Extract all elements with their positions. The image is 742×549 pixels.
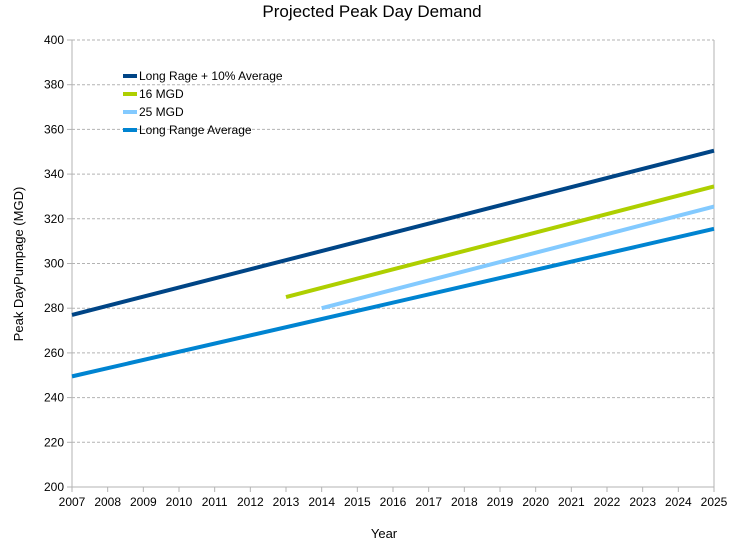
- y-tick-label: 300: [44, 257, 64, 271]
- series-line-3: [71, 226, 715, 379]
- x-tick-label: 2007: [59, 495, 86, 509]
- x-tick-label: 2013: [273, 495, 300, 509]
- y-tick-label: 200: [44, 480, 64, 494]
- series-lines: [71, 148, 715, 379]
- y-tick-label: 280: [44, 301, 64, 315]
- x-tick-label: 2009: [130, 495, 157, 509]
- y-axis-ticks: 200 220 240 260 280 300 320 340 360 380 400: [44, 33, 72, 494]
- x-tick-label: 2014: [308, 495, 335, 509]
- legend-label-1: 16 MGD: [139, 87, 184, 101]
- series-line-1: [285, 184, 715, 299]
- x-tick-label: 2021: [558, 495, 585, 509]
- x-tick-label: 2020: [522, 495, 549, 509]
- x-tick-label: 2025: [701, 495, 728, 509]
- x-tick-label: 2017: [415, 495, 442, 509]
- x-tick-label: 2015: [344, 495, 371, 509]
- x-tick-label: 2019: [487, 495, 514, 509]
- x-tick-label: 2024: [665, 495, 692, 509]
- y-tick-label: 320: [44, 212, 64, 226]
- x-tick-label: 2022: [594, 495, 621, 509]
- y-tick-label: 380: [44, 78, 64, 92]
- legend-label-3: Long Range Average: [139, 123, 252, 137]
- x-axis-ticks: 2007 2008 2009 2010 2011 2012 2013 2014 2015 2016…: [59, 487, 728, 509]
- grid: [71, 39, 715, 488]
- x-tick-label: 2016: [380, 495, 407, 509]
- x-tick-label: 2023: [629, 495, 656, 509]
- y-tick-label: 240: [44, 391, 64, 405]
- y-tick-label: 340: [44, 167, 64, 181]
- y-axis-label: Peak DayPumpage (MGD): [11, 187, 26, 342]
- x-tick-label: 2008: [94, 495, 121, 509]
- legend-label-0: Long Rage + 10% Average: [139, 69, 283, 83]
- series-line-2: [321, 204, 715, 311]
- y-tick-label: 400: [44, 33, 64, 47]
- x-tick-label: 2012: [237, 495, 264, 509]
- legend: Long Rage + 10% Average 16 MGD 25 MGD Long …: [123, 69, 283, 137]
- series-line-0: [71, 148, 715, 317]
- y-tick-label: 260: [44, 346, 64, 360]
- legend-label-2: 25 MGD: [139, 105, 184, 119]
- x-tick-label: 2011: [202, 495, 228, 509]
- x-tick-label: 2018: [451, 495, 478, 509]
- x-axis-label: Year: [371, 526, 398, 541]
- y-tick-label: 220: [44, 435, 64, 449]
- y-tick-label: 360: [44, 122, 64, 136]
- x-tick-label: 2010: [166, 495, 193, 509]
- chart-title: Projected Peak Day Demand: [262, 2, 481, 21]
